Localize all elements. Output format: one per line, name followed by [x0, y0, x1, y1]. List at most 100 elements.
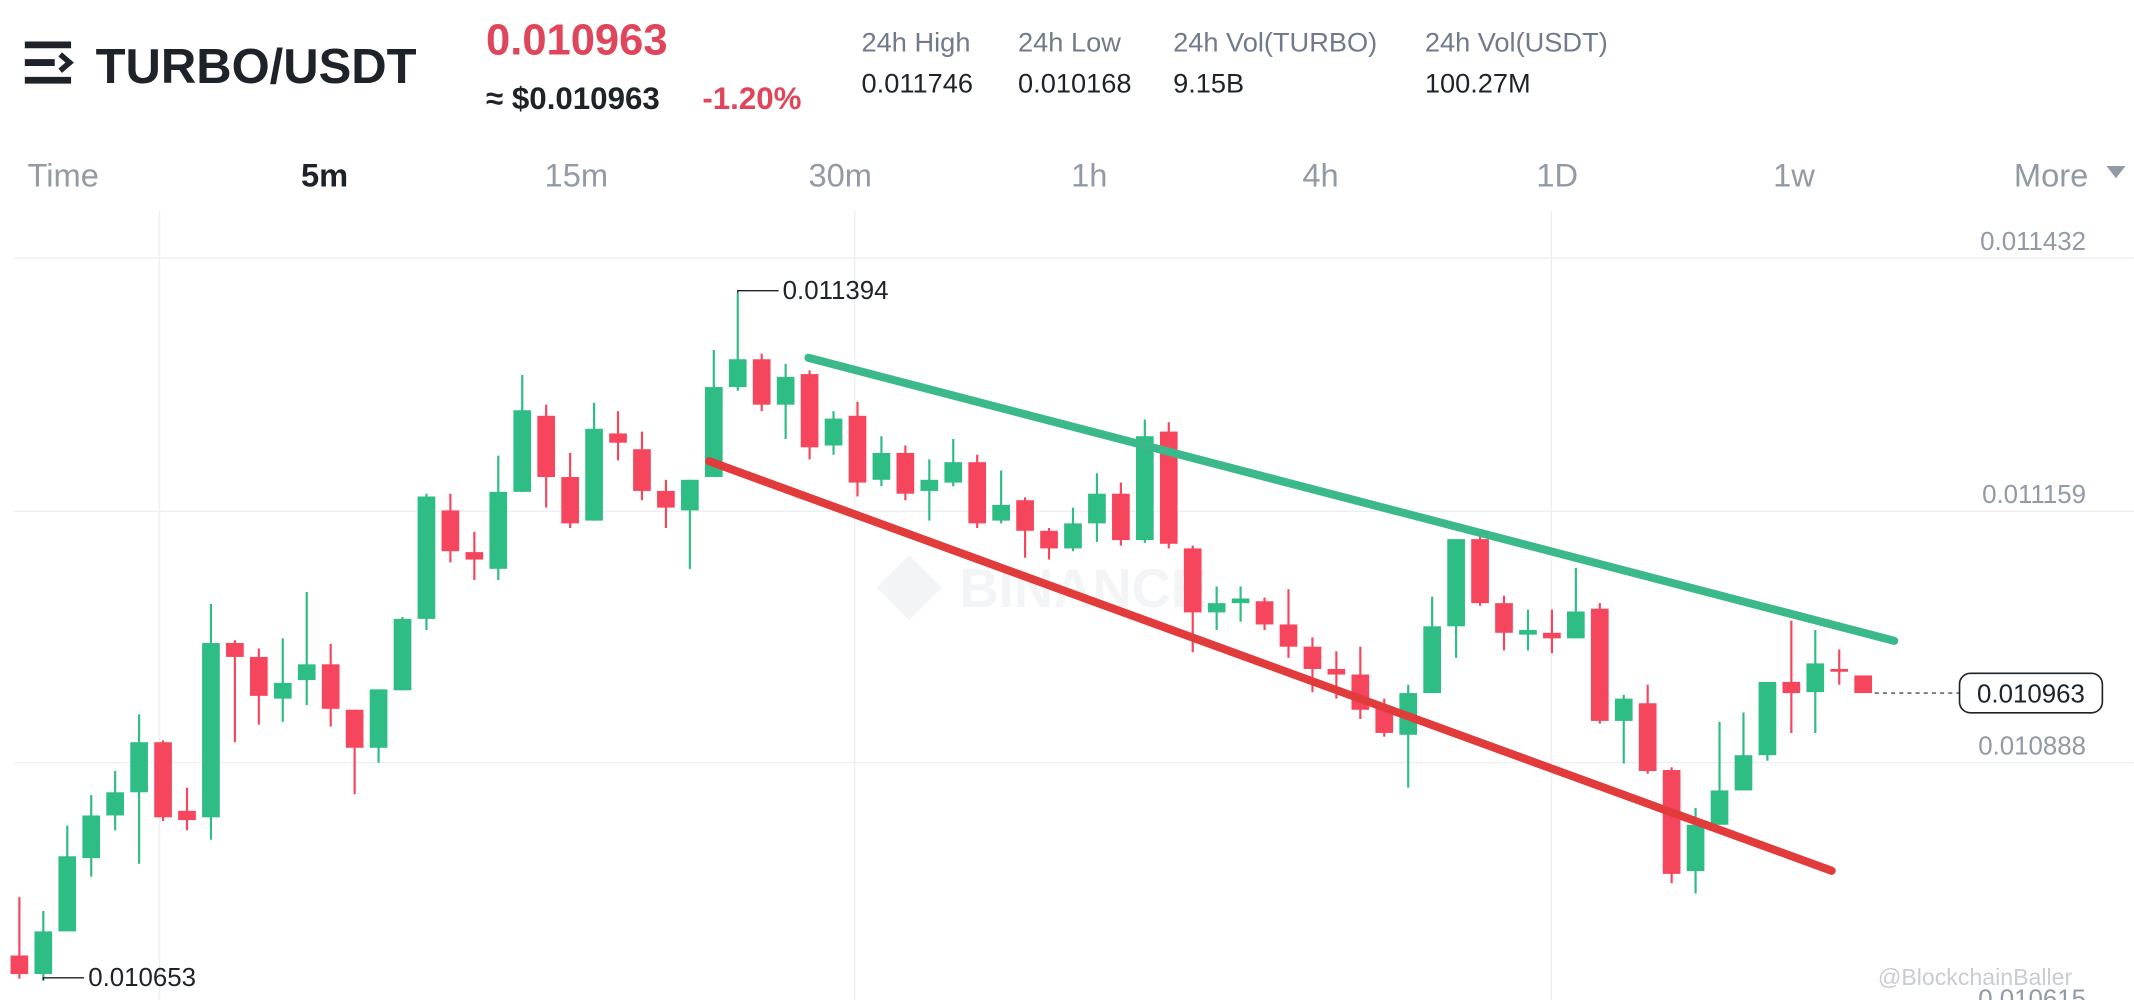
stat-value: 0.011746 [862, 68, 973, 99]
candle-body [1590, 608, 1609, 721]
candle-body [1447, 539, 1465, 627]
candle-body [537, 415, 556, 478]
candle-body [561, 477, 579, 524]
candle-body [1040, 530, 1058, 549]
candle-body [657, 490, 675, 508]
candle-body [178, 810, 196, 821]
candle-body [1207, 603, 1226, 613]
candle-body [273, 682, 292, 699]
candle-body [704, 387, 723, 478]
candle-body [1303, 646, 1322, 669]
candle-body [1327, 668, 1346, 675]
price-tag-label: 0.010963 [1977, 681, 2085, 709]
watermark-credit: @BlockchainBaller [1878, 964, 2073, 990]
candle-body [1135, 436, 1154, 541]
max-pointer [737, 290, 779, 294]
candle-body [1255, 601, 1274, 625]
stat-label: 24h Low [1018, 27, 1121, 58]
price-tag [1958, 672, 2104, 714]
candle-body [10, 955, 29, 975]
candle-body [34, 931, 53, 975]
candle-body [1064, 523, 1082, 549]
candle-body [728, 359, 747, 388]
timeframe-tab[interactable]: 1w [1773, 156, 1815, 193]
candle-body [992, 504, 1010, 521]
candle-body [944, 462, 963, 483]
stat-label: 24h Vol(TURBO) [1173, 27, 1377, 58]
overlay: 0.011432 0.011159 0.010888 0.010615 0.011394… [42, 228, 2104, 1000]
timeframe-tab[interactable]: Time [28, 156, 99, 193]
candle-body [585, 428, 603, 521]
timeframe-tab[interactable]: More [2014, 156, 2088, 193]
trend-line-lower[interactable] [705, 457, 1836, 875]
menu-icon[interactable] [24, 41, 74, 84]
timeframe-tab[interactable]: 4h [1302, 156, 1338, 193]
candle-body [345, 709, 364, 748]
candles [10, 293, 1873, 981]
dropdown-arrow[interactable] [2106, 165, 2126, 179]
candle-body [848, 415, 867, 483]
candle-body [1471, 539, 1489, 604]
candle-body [1231, 598, 1250, 604]
candle-body [1088, 493, 1106, 524]
candle-body [513, 410, 532, 492]
candle-body [249, 656, 268, 696]
candle-body [417, 496, 436, 619]
candle-body [226, 642, 244, 657]
last-price: 0.010963 [486, 16, 668, 64]
candle-body [1662, 770, 1681, 874]
candle-body [609, 433, 627, 443]
candle-body [1734, 755, 1753, 791]
candle-body [1423, 626, 1442, 694]
candle-body [321, 664, 340, 709]
y-tick-label: 0.011432 [1980, 228, 2086, 256]
stat-label: 24h Vol(USDT) [1425, 27, 1608, 58]
candle-body [1782, 681, 1801, 694]
candle-body [1614, 698, 1633, 721]
candle-body [393, 618, 412, 691]
candle-body [1279, 624, 1298, 647]
candle-body [1183, 548, 1202, 613]
candle-body [1710, 790, 1729, 825]
candle-body [1758, 681, 1777, 756]
max-label: 0.011394 [783, 277, 889, 305]
candle-body [1543, 632, 1561, 639]
candle-body [1159, 431, 1178, 544]
candle-body [202, 642, 220, 818]
candle-body [82, 815, 101, 859]
candle-body [130, 742, 148, 793]
trend-line-upper[interactable] [804, 353, 1899, 645]
grid [13, 210, 2134, 1000]
min-pointer [42, 977, 85, 981]
stat-label: 24h High [862, 27, 971, 58]
y-tick-label: 0.010888 [1978, 732, 2086, 760]
y-tick-label: 0.011159 [1982, 481, 2086, 509]
candle-body [800, 374, 819, 448]
candle-body [1567, 611, 1585, 639]
candle-body [776, 376, 795, 405]
candle-body [154, 742, 172, 818]
watermark-logo: BINANCE [876, 555, 1207, 621]
min-label: 0.010653 [88, 964, 196, 992]
icon-arrow [58, 52, 74, 73]
stat-value: 0.010168 [1018, 68, 1131, 99]
candle-body [872, 452, 891, 480]
candle-body [1519, 630, 1537, 635]
candle-body [968, 462, 987, 524]
y-tick-label: 0.010615 [1978, 986, 2086, 1000]
timeframe-tab[interactable]: 1D [1536, 156, 1578, 193]
candle-body [297, 664, 316, 681]
stat-value: 100.27M [1425, 68, 1531, 99]
logo-diamond [876, 555, 942, 621]
candle-body [1016, 500, 1034, 531]
candle-body [681, 479, 699, 511]
candle-body [1112, 493, 1130, 541]
timeframe-tab[interactable]: 30m [808, 156, 872, 193]
candle-body [106, 792, 125, 816]
candle-body [633, 449, 651, 491]
timeframe-tab[interactable]: 1h [1071, 156, 1107, 193]
timeframe-tab[interactable]: 15m [545, 156, 609, 193]
usd-price: ≈ $0.010963 [486, 81, 660, 116]
timeframe-tab[interactable]: 5m [301, 156, 348, 193]
